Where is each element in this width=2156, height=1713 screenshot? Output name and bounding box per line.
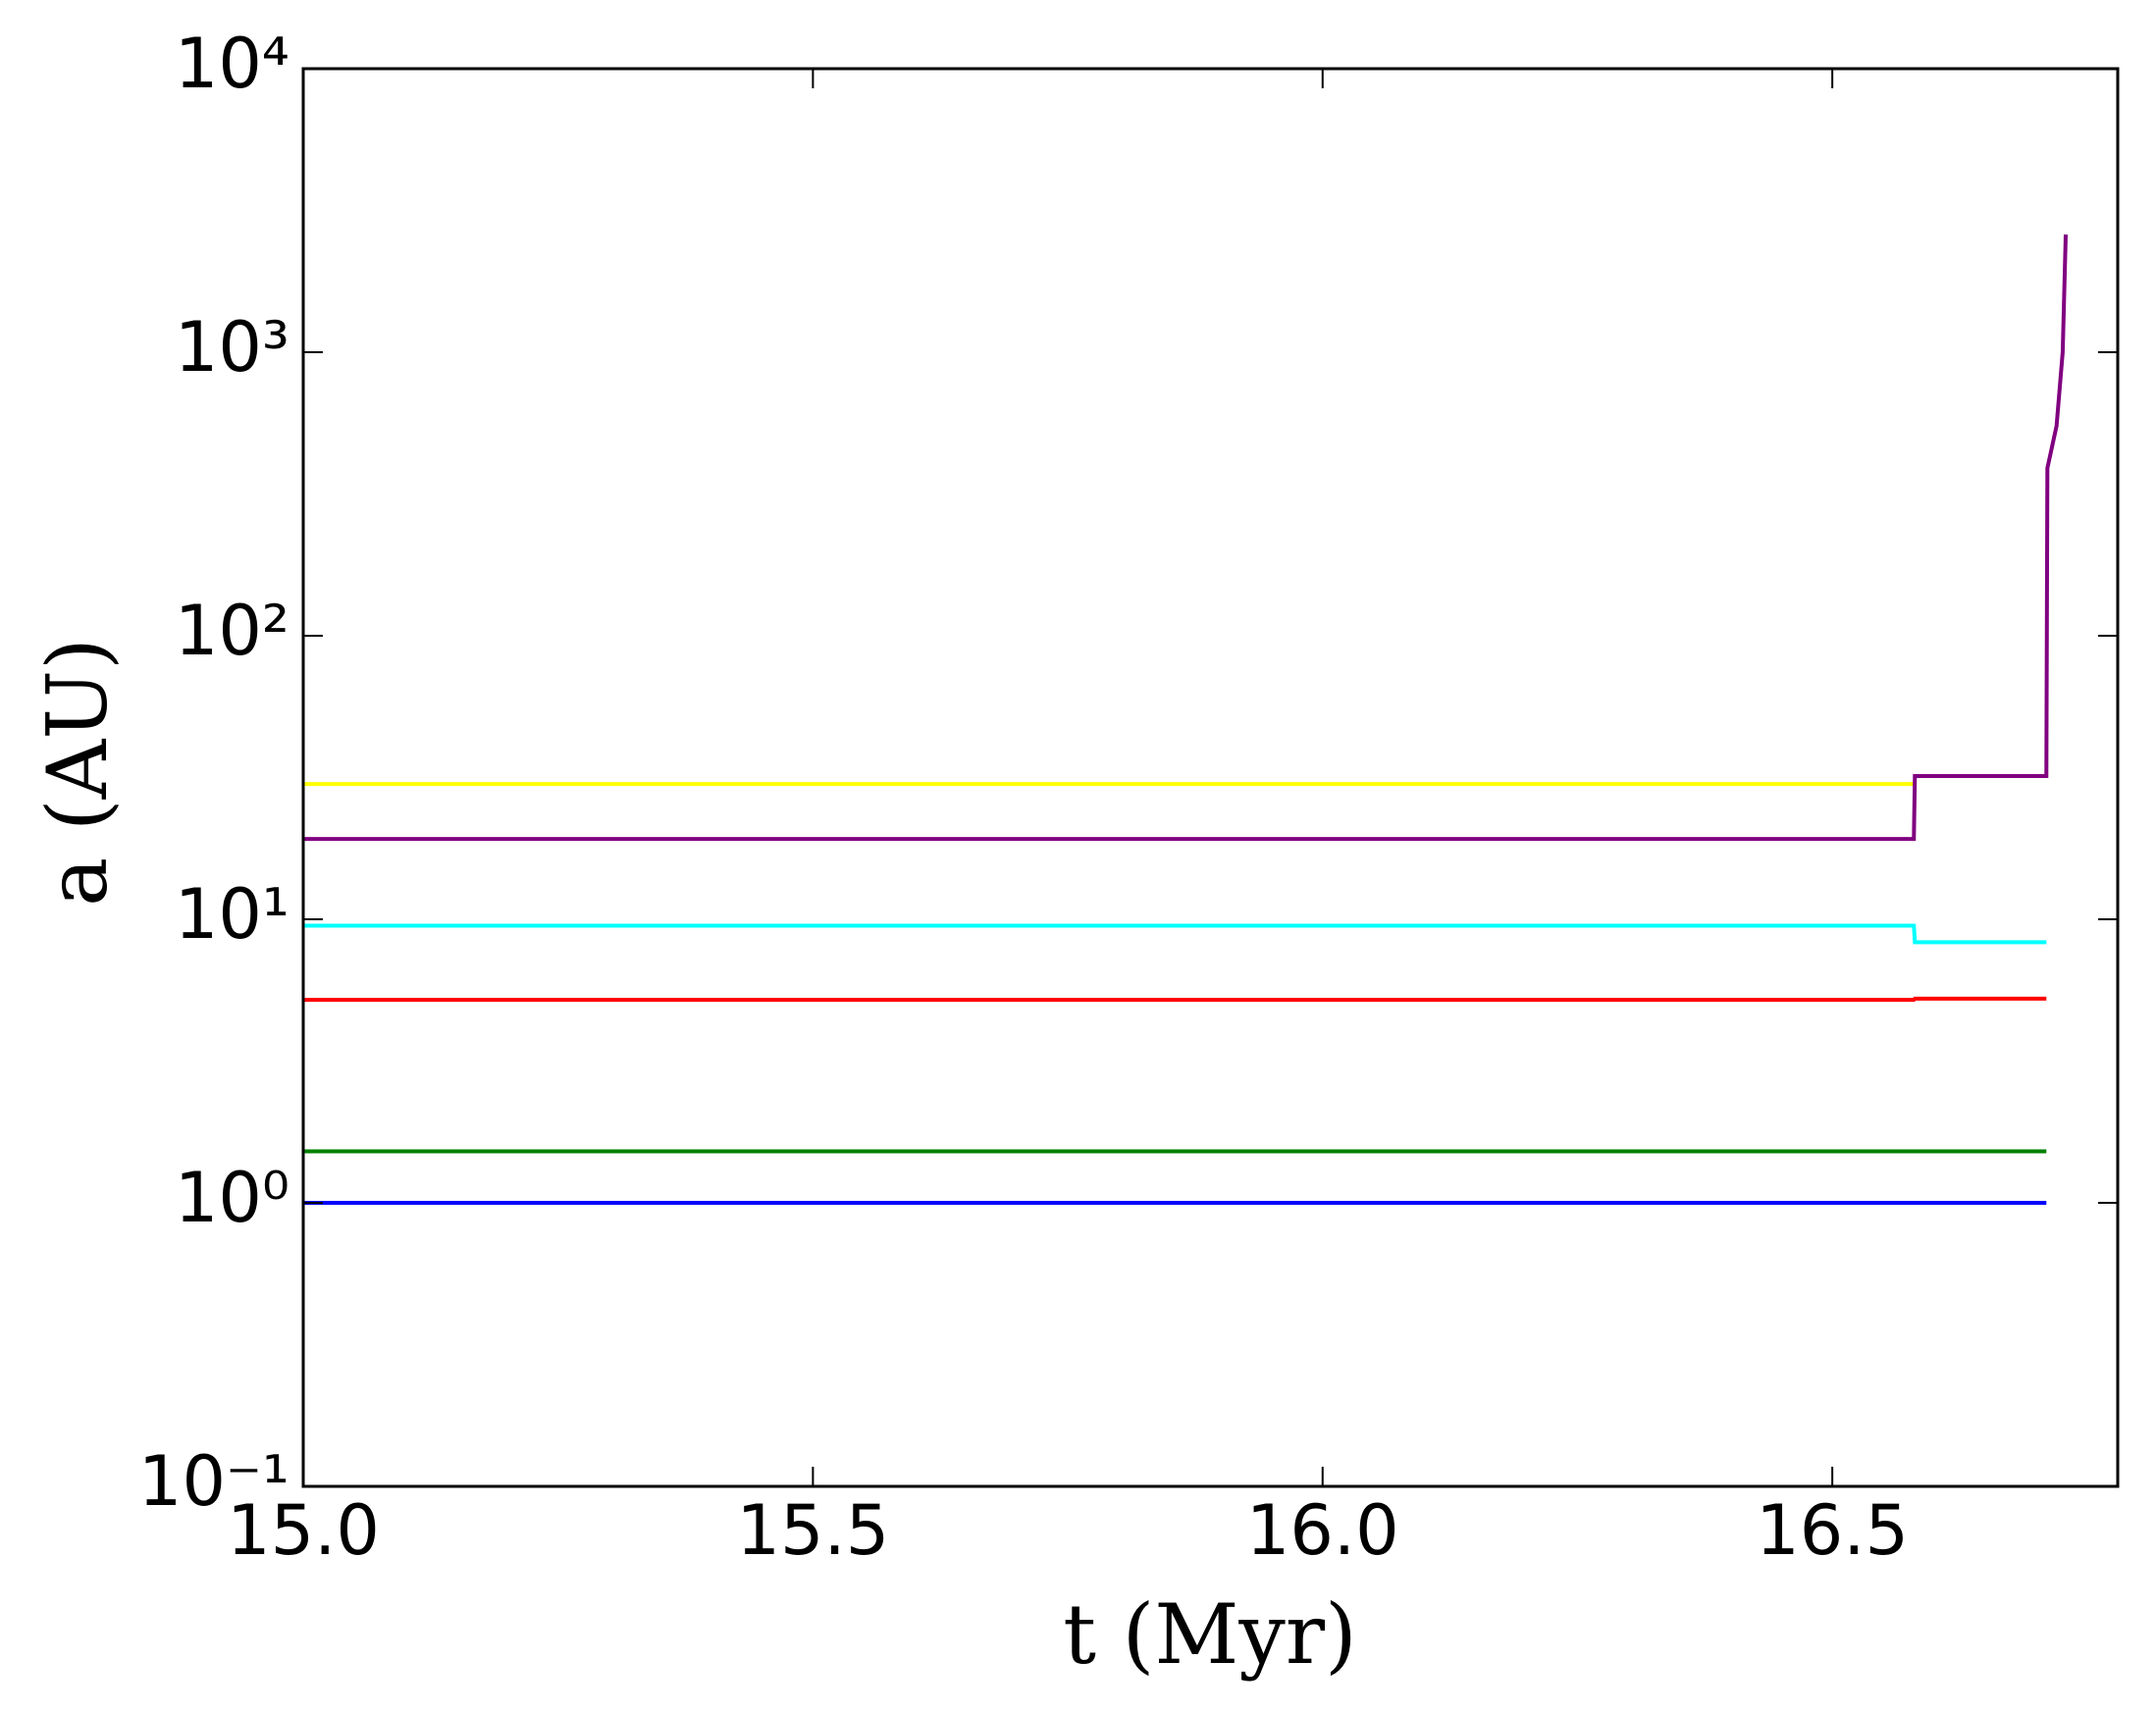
x-axis-label: t (Myr) (1063, 1586, 1357, 1683)
y-tick-label: 10⁰ (175, 1158, 289, 1238)
x-tick-label: 16.0 (1246, 1490, 1399, 1571)
data-line (303, 923, 2047, 945)
data-line (303, 996, 2047, 1003)
y-tick-label: 10³ (175, 307, 289, 388)
y-tick-label: 10⁻¹ (138, 1441, 289, 1522)
x-tick-label: 15.0 (227, 1490, 380, 1571)
y-axis-label: a (AU) (29, 638, 126, 907)
y-tick-label: 10⁴ (175, 24, 289, 104)
x-tick-label: 16.5 (1756, 1490, 1909, 1571)
x-tick-label: 15.5 (736, 1490, 889, 1571)
plot-frame (301, 67, 2120, 1488)
y-tick-label: 10¹ (175, 874, 289, 955)
data-line (303, 234, 2069, 842)
y-tick-label: 10² (175, 591, 289, 671)
